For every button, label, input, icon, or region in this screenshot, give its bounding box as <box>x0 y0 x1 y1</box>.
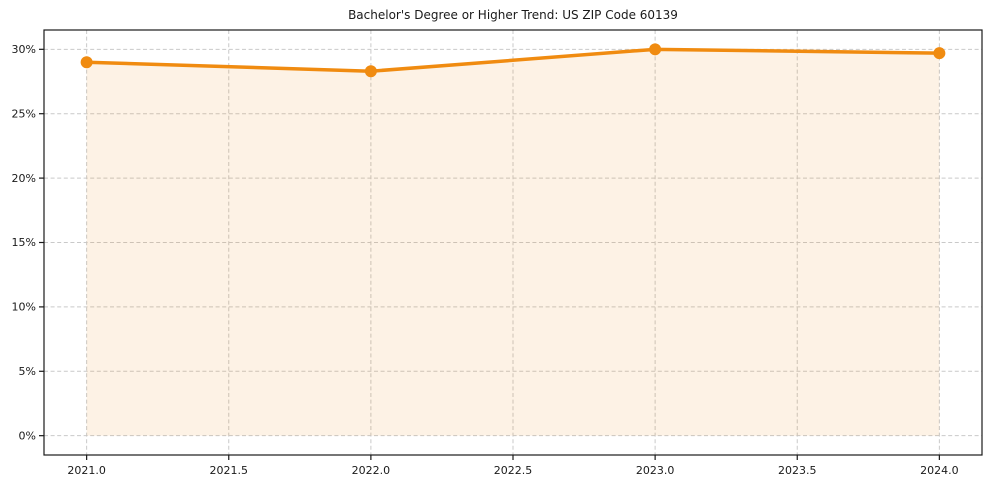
x-tick-label: 2024.0 <box>920 464 959 477</box>
x-tick-label: 2023.0 <box>636 464 675 477</box>
data-point-marker <box>933 47 946 60</box>
data-point-marker <box>80 56 93 69</box>
x-tick-label: 2021.5 <box>210 464 249 477</box>
x-tick-label: 2023.5 <box>778 464 817 477</box>
y-tick-label: 30% <box>12 43 36 56</box>
data-point-marker <box>649 43 662 56</box>
x-tick-label: 2022.5 <box>494 464 533 477</box>
x-tick-label: 2021.0 <box>67 464 106 477</box>
y-tick-label: 20% <box>12 172 36 185</box>
y-tick-label: 10% <box>12 301 36 314</box>
trend-line <box>84 47 942 73</box>
chart-title: Bachelor's Degree or Higher Trend: US ZI… <box>348 8 678 22</box>
area-fill <box>86 49 940 436</box>
y-tick-label: 15% <box>12 236 36 249</box>
y-tick-label: 0% <box>19 429 36 442</box>
y-tick-label: 5% <box>19 365 36 378</box>
data-point-marker <box>364 65 377 78</box>
x-tick-label: 2022.0 <box>352 464 391 477</box>
y-tick-label: 25% <box>12 107 36 120</box>
